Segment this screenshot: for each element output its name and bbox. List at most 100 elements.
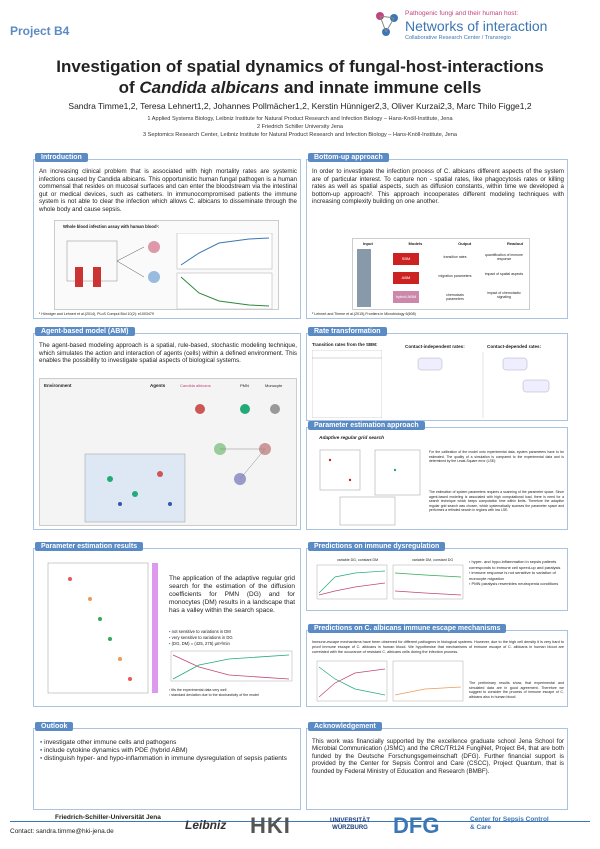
leibniz-logo: Leibniz: [185, 818, 227, 832]
input-bar: [357, 249, 371, 307]
results-bullets: not sensitive to variations in DM very s…: [169, 629, 295, 647]
output-1: transition rates: [443, 255, 467, 259]
title-line-1: Investigation of spatial dynamics of fun…: [56, 57, 544, 76]
footer-divider: [10, 821, 590, 822]
affiliation-2: 2 Friedrich Schiller University Jena: [256, 124, 344, 130]
abm-panel: Agent-based model (ABM) The agent-based …: [33, 327, 301, 530]
dysreg-bullets: hyper- and hypo-inflammation in sepsis p…: [469, 559, 565, 587]
project-label: Project B4: [10, 24, 70, 38]
escape-title: Predictions on C. albicans immune escape…: [308, 624, 507, 633]
bottomup-diagram: Input Models Output Readout SBM ABM hybrid …: [352, 238, 530, 310]
outlook-title: Outlook: [35, 722, 74, 731]
bottomup-text: In order to investigate the infection pr…: [312, 168, 564, 206]
dysreg-panel: Predictions on immune dysregulation vari…: [306, 542, 568, 611]
network-logo-icon: [376, 12, 398, 36]
affiliation-1: 1 Applied Systems Biology, Leibniz Insti…: [147, 116, 453, 122]
rate-table-title: Transition rates from the SBM:: [312, 342, 378, 347]
rate-panel: Rate transformation Transition rates fro…: [306, 327, 568, 421]
results-bullet: not sensitive to variations in DM: [169, 629, 295, 635]
poster-title: Investigation of spatial dynamics of fun…: [0, 56, 600, 98]
outlook-bullet: distinguish hyper- and hypo-inflammation…: [40, 755, 295, 763]
hki-logo: HKI: [250, 813, 291, 838]
escape-panel: Predictions on C. albicans immune escape…: [306, 624, 568, 707]
intro-reference: ¹ Hünniger and Lehnert et al.(2014), PLo…: [39, 312, 154, 316]
abm-environment-label: Environment: [44, 383, 72, 388]
brand-title: Networks of interaction: [405, 18, 548, 34]
outlook-bullets: investigate other immune cells and patho…: [40, 739, 295, 763]
escape-text: Immune-escape mechanisms have been obser…: [312, 640, 564, 654]
dysreg-title: Predictions on immune dysregulation: [308, 542, 446, 551]
bottomup-panel: Bottom-up approach In order to investiga…: [306, 153, 568, 319]
intro-title: Introduction: [35, 153, 88, 162]
bottomup-headers: Input Models Output Readout: [363, 241, 523, 246]
dysreg-bullet: hyper- and hypo-inflammation in sepsis p…: [469, 559, 565, 570]
footer-university: Friedrich-Schiller-Universität Jena: [55, 814, 161, 821]
dysreg-bullet: PMN paralysis resembles neutropenia cond…: [469, 581, 565, 587]
grid-search-title: Adaptive regular grid search: [319, 436, 385, 441]
rate-contact-independent: Contact-independent rates:: [405, 344, 465, 349]
ack-text: This work was financially supported by t…: [312, 738, 564, 775]
results-note: standard deviation due to the stochastic…: [169, 693, 295, 698]
results-notes: fits the experimental data very well sta…: [169, 688, 295, 698]
footer-contact: Contact: sandra.timme@hki-jena.de: [10, 828, 114, 835]
results-bullet: (DG, DM) = (425, 275) μm²/min: [169, 641, 295, 647]
intro-figure: Whole blood infection assay with human b…: [54, 220, 279, 310]
abm-agents-label: Agents: [150, 383, 166, 388]
ack-title: Acknowledgement: [308, 722, 382, 731]
output-2: migration parameters: [438, 274, 472, 278]
ack-panel: Acknowledgement This work was financiall…: [306, 722, 568, 810]
intro-text: An increasing clinical problem that is a…: [39, 168, 297, 213]
bottomup-title: Bottom-up approach: [308, 153, 389, 162]
results-text: The application of the adaptive regular …: [169, 575, 295, 614]
readout-1: quantification of immune response: [485, 253, 523, 261]
results-fit-plot: [170, 650, 293, 682]
outlook-bullet: investigate other immune cells and patho…: [40, 739, 295, 747]
param-est-title: Parameter estimation approach: [308, 421, 425, 430]
param-est-panel: Parameter estimation approach Adaptive r…: [306, 421, 568, 530]
param-est-text-2: The estimation of system parameters requ…: [429, 490, 564, 512]
title-line-2: of Candida albicans and innate immune ce…: [118, 78, 482, 97]
dysreg-bullet: immune response is not sensitive to vari…: [469, 570, 565, 581]
wuerzburg-logo: UNIVERSITÄT WÜRZBURG: [329, 818, 370, 831]
escape-plots: [316, 660, 464, 702]
abm-text: The agent-based modeling approach is a s…: [39, 342, 297, 365]
dysreg-plots: [316, 564, 464, 600]
bottomup-reference: ² Lehnert and Timme et al.(2015),Frontie…: [312, 312, 416, 316]
authors: Sandra Timme1,2, Teresa Lehnert1,2, Joha…: [68, 101, 532, 111]
escape-note: The preliminary results show, that exper…: [469, 681, 564, 699]
sbm-box: SBM: [393, 253, 419, 265]
param-est-text-1: For the calibration of the model onto ex…: [429, 450, 564, 463]
rate-contact-dependent: Contact-depended rates:: [487, 344, 542, 349]
whole-blood-assay-diagram: [66, 233, 273, 309]
brand-tagline: Collaborative Research Center / Transreg…: [405, 35, 511, 41]
hybrid-abm-box: hybrid ABM: [393, 291, 419, 303]
rate-diagrams: [417, 352, 550, 418]
readout-2: impact of spatial aspects: [484, 272, 524, 276]
agent-candida: Candida albicans: [180, 383, 211, 388]
outlook-panel: Outlook investigate other immune cells a…: [33, 722, 301, 810]
dfg-logo: DFG: [393, 813, 440, 838]
outlook-bullet: include cytokine dynamics with PDE (hybr…: [40, 747, 295, 755]
dysreg-panel-a-label: variable DG, constant DM: [337, 558, 379, 562]
abm-simulation-scene: [84, 404, 280, 523]
results-bullet: very sensitive to variations in DG: [169, 635, 295, 641]
abm-box: ABM: [393, 272, 419, 284]
results-note: fits the experimental data very well: [169, 688, 295, 693]
readout-3: impact of chemotactic signaling: [487, 291, 521, 299]
results-title: Parameter estimation results: [35, 542, 144, 551]
rate-table: [312, 350, 382, 418]
grid-search-figure: [319, 449, 421, 526]
lse-landscape-plot: [47, 562, 158, 694]
intro-panel: Introduction An increasing clinical prob…: [33, 153, 301, 319]
results-panel: Parameter estimation results The applica…: [33, 542, 301, 707]
brand-subtitle: Pathogenic fungi and their human host:: [405, 10, 519, 17]
agent-pmn: PMN: [240, 383, 249, 388]
abm-title: Agent-based model (ABM): [35, 327, 135, 336]
agent-monocyte: Monocyte: [265, 383, 283, 388]
dysreg-panel-b-label: variable DM, constant DG: [412, 558, 454, 562]
intro-figure-title: Whole blood infection assay with human b…: [63, 224, 160, 229]
output-3: chemotaxis parameters: [446, 293, 464, 301]
affiliation-3: 3 Septomics Research Center, Leibniz Ins…: [142, 132, 458, 138]
rate-title: Rate transformation: [308, 327, 387, 336]
abm-figure: Environment Agents Candida albicans PMN …: [39, 378, 297, 526]
